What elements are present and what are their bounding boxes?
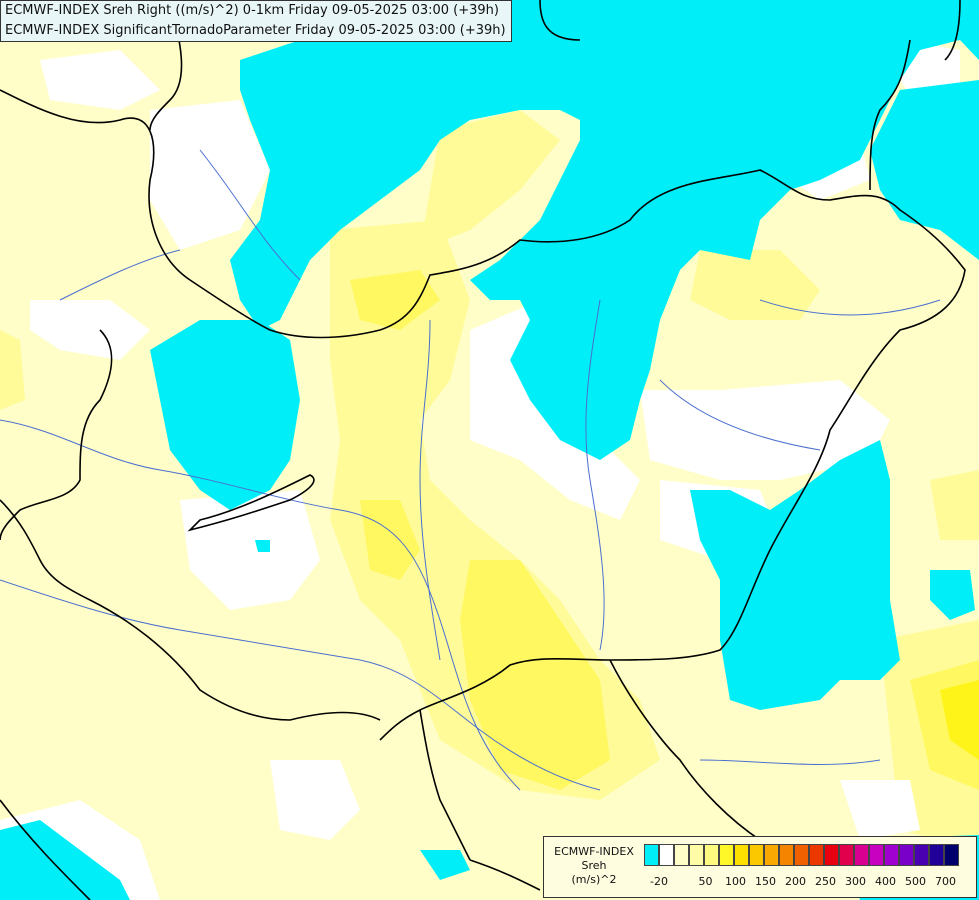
legend-swatch bbox=[704, 844, 719, 866]
legend-swatch bbox=[644, 844, 659, 866]
legend-swatch bbox=[794, 844, 809, 866]
rivers bbox=[0, 149, 941, 791]
legend-swatch bbox=[899, 844, 914, 866]
legend-swatch bbox=[869, 844, 884, 866]
legend-swatch bbox=[929, 844, 944, 866]
color-legend: ECMWF-INDEX Sreh (m/s)^2 -20 50 100 150 200 2… bbox=[543, 836, 977, 898]
legend-swatch bbox=[824, 844, 839, 866]
legend-tick-label: 200 bbox=[785, 875, 806, 888]
legend-label: ECMWF-INDEX Sreh (m/s)^2 bbox=[548, 845, 640, 887]
legend-swatch bbox=[674, 844, 689, 866]
map-title-box: ECMWF-INDEX Sreh Right ((m/s)^2) 0-1km F… bbox=[0, 0, 512, 42]
deep-yellow-regions bbox=[940, 680, 979, 760]
legend-tick-label: 50 bbox=[698, 875, 713, 888]
legend-tick-label: 150 bbox=[755, 875, 776, 888]
legend-tick-label: 100 bbox=[725, 875, 746, 888]
legend-variable: Sreh bbox=[581, 859, 607, 872]
legend-swatch bbox=[914, 844, 929, 866]
title-line-1: ECMWF-INDEX Sreh Right ((m/s)^2) 0-1km F… bbox=[5, 3, 499, 18]
legend-tick-label: 300 bbox=[845, 875, 866, 888]
legend-swatch bbox=[809, 844, 824, 866]
legend-swatch bbox=[944, 844, 959, 866]
legend-swatch bbox=[779, 844, 794, 866]
legend-swatch bbox=[719, 844, 734, 866]
legend-swatch bbox=[734, 844, 749, 866]
legend-swatch bbox=[689, 844, 704, 866]
legend-tick-label: -20 bbox=[650, 875, 668, 888]
legend-tick-label: 700 bbox=[935, 875, 956, 888]
legend-swatch bbox=[659, 844, 674, 866]
legend-source: ECMWF-INDEX bbox=[554, 845, 634, 858]
legend-swatch bbox=[854, 844, 869, 866]
legend-unit: (m/s)^2 bbox=[571, 873, 617, 886]
legend-swatch bbox=[749, 844, 764, 866]
legend-ticks: -20 50 100 150 200 250 300 400 500 700 bbox=[644, 875, 974, 889]
legend-swatch bbox=[884, 844, 899, 866]
legend-tick-label: 250 bbox=[815, 875, 836, 888]
legend-tick-label: 500 bbox=[905, 875, 926, 888]
legend-swatches bbox=[644, 844, 959, 866]
legend-tick-label: 400 bbox=[875, 875, 896, 888]
legend-swatch bbox=[839, 844, 854, 866]
legend-swatch bbox=[764, 844, 779, 866]
title-line-2: ECMWF-INDEX SignificantTornadoParameter … bbox=[5, 23, 506, 38]
